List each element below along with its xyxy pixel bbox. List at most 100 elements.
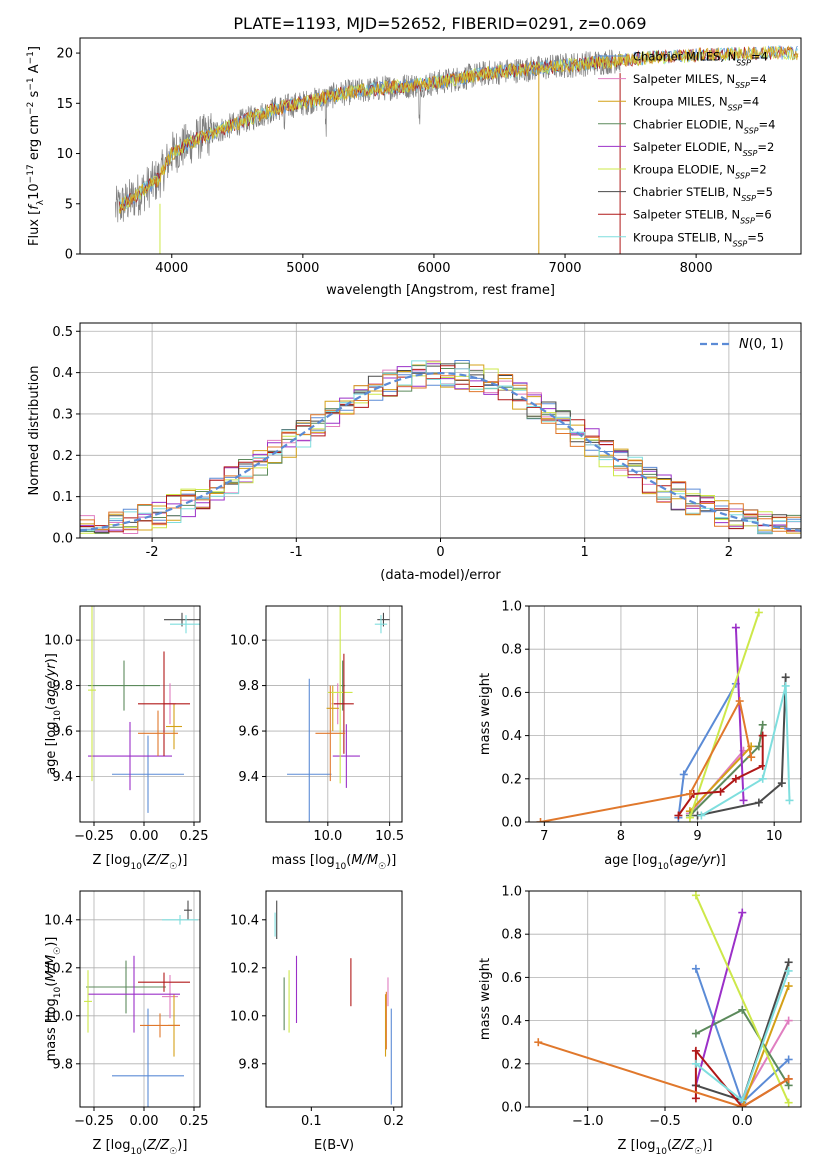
label-part: 10	[130, 1147, 142, 1157]
label-part: (	[667, 1138, 672, 1153]
x-tick-label: 8	[617, 829, 625, 844]
axes-frame	[265, 605, 403, 823]
x-tick-label: 10	[766, 829, 783, 844]
x-axis-label: E(B-V)	[314, 1138, 354, 1153]
x-tick-label: 9	[693, 829, 701, 844]
y-tick-label: 0.0	[501, 816, 522, 831]
axes-frame	[79, 890, 201, 1108]
y-axis-label: mass weight	[478, 673, 493, 755]
legend-label-sub: SSP	[736, 58, 751, 67]
label-part: )]	[702, 1138, 712, 1153]
y-tick-label: 0.8	[501, 643, 522, 658]
y-tick-label: 0.1	[52, 490, 73, 505]
label-part: 10	[657, 862, 669, 872]
label-part: mass [log	[44, 998, 59, 1061]
y-tick-label: 9.4	[52, 770, 73, 785]
legend-label-main: Salpeter STELIB, N	[633, 208, 740, 222]
y-tick-label: 15	[56, 97, 73, 112]
label-part: (	[346, 853, 351, 868]
y-tick-label: 0.5	[52, 325, 73, 340]
label-part: (	[142, 1138, 147, 1153]
x-tick-label: −0.25	[74, 1114, 114, 1129]
label-part: s	[27, 90, 42, 101]
y-tick-label: 0.2	[501, 1057, 522, 1072]
legend-label: Kroupa MILES, NSSP=4	[633, 95, 759, 113]
y-tick-label: 0.8	[501, 928, 522, 943]
legend-label: Salpeter STELIB, NSSP=6	[633, 208, 772, 226]
label-part: )]	[177, 1138, 187, 1153]
label-part: −1	[26, 77, 36, 90]
legend-label: N(0, 1)	[739, 337, 784, 352]
legend-label: Kroupa ELODIE, NSSP=2	[633, 163, 767, 181]
label-part: λ	[36, 199, 46, 205]
label-part: 10	[27, 183, 42, 200]
x-tick-label: 0.00	[130, 1114, 159, 1129]
label-part: (	[44, 705, 59, 710]
axes-frame	[79, 605, 201, 823]
label-part: E(B-V)	[314, 1138, 354, 1153]
label-part: 10	[335, 862, 347, 872]
label-part: )]	[177, 853, 187, 868]
legend-label-tail: =4	[750, 72, 767, 86]
label-part: 10	[53, 986, 63, 998]
weight-line	[700, 685, 791, 817]
weight-line	[697, 677, 787, 817]
x-tick-label: 4000	[155, 261, 188, 276]
legend-label-tail: =4	[751, 50, 768, 64]
label-part: 10	[130, 862, 142, 872]
label-part: −1	[26, 51, 36, 64]
label-part: ☉	[169, 862, 177, 872]
legend-label-main: Salpeter MILES, N	[633, 72, 735, 86]
y-tick-label: 9.6	[52, 725, 73, 740]
x-axis-label: (data-model)/error	[380, 568, 501, 583]
y-tick-label: 9.6	[238, 725, 259, 740]
label-part: ☉	[694, 1147, 702, 1157]
legend-label-sub: SSP	[741, 194, 756, 203]
label-part: Z [log	[93, 1138, 131, 1153]
legend-label-tail: =5	[747, 230, 764, 244]
label-part: Normed distribution	[27, 366, 42, 496]
label-part: (	[669, 853, 674, 868]
label-part: ☉	[53, 947, 63, 955]
x-tick-label: 7	[540, 829, 548, 844]
x-tick-label: 2	[725, 545, 733, 560]
legend-label: Salpeter MILES, NSSP=4	[633, 72, 767, 90]
plot-area	[274, 900, 392, 1105]
normal-curve	[80, 371, 801, 532]
label-part: )]	[44, 937, 59, 947]
x-tick-label: 5000	[286, 261, 319, 276]
x-axis-label: mass [log10(M/M☉)]	[272, 853, 397, 872]
legend-label-tail: =2	[750, 163, 767, 177]
label-part: age/yr	[674, 853, 717, 868]
label-part: f	[27, 203, 42, 210]
y-tick-label: 1.0	[501, 885, 522, 900]
y-axis-label: Flux [fλ10−17 erg cm−2 s−1 A−1]	[26, 46, 46, 246]
label-part: 10	[53, 710, 63, 722]
label-part: )]	[716, 853, 726, 868]
y-tick-label: 0.6	[501, 686, 522, 701]
x-tick-label: 0.2	[383, 1114, 404, 1129]
weight-line	[694, 912, 744, 1086]
y-tick-label: 5	[65, 197, 73, 212]
label-part: )]	[44, 653, 59, 663]
legend-label-sub: SSP	[735, 81, 750, 90]
panel-age-mass: 10.0 10.5 9.4 9.6 9.8 10.0 mass [log10(M/M☉)]	[230, 605, 404, 872]
y-tick-label: 9.8	[52, 679, 73, 694]
legend-label-tail: =5	[756, 185, 773, 199]
legend-label: Chabrier MILES, NSSP=4	[633, 50, 768, 68]
y-tick-label: 10.4	[230, 913, 259, 928]
legend-label-symbol: N	[739, 337, 749, 352]
label-part: age [log	[604, 853, 657, 868]
x-tick-label: 7000	[548, 261, 581, 276]
legend-label-sub: SSP	[728, 103, 743, 112]
y-tick-label: 0.3	[52, 407, 73, 422]
legend-label-args: (0, 1)	[749, 337, 784, 352]
plot-area	[84, 900, 198, 1107]
panel-mass-Z: −0.25 0.00 0.259.810.010.210.4Z [log10(Z/Z…	[44, 890, 208, 1157]
legend-label-tail: =6	[755, 208, 772, 222]
legend-label-sub: SSP	[743, 148, 758, 157]
x-tick-label: 0	[436, 545, 444, 560]
histogram-step	[80, 360, 801, 534]
legend-label-tail: =2	[757, 140, 774, 154]
